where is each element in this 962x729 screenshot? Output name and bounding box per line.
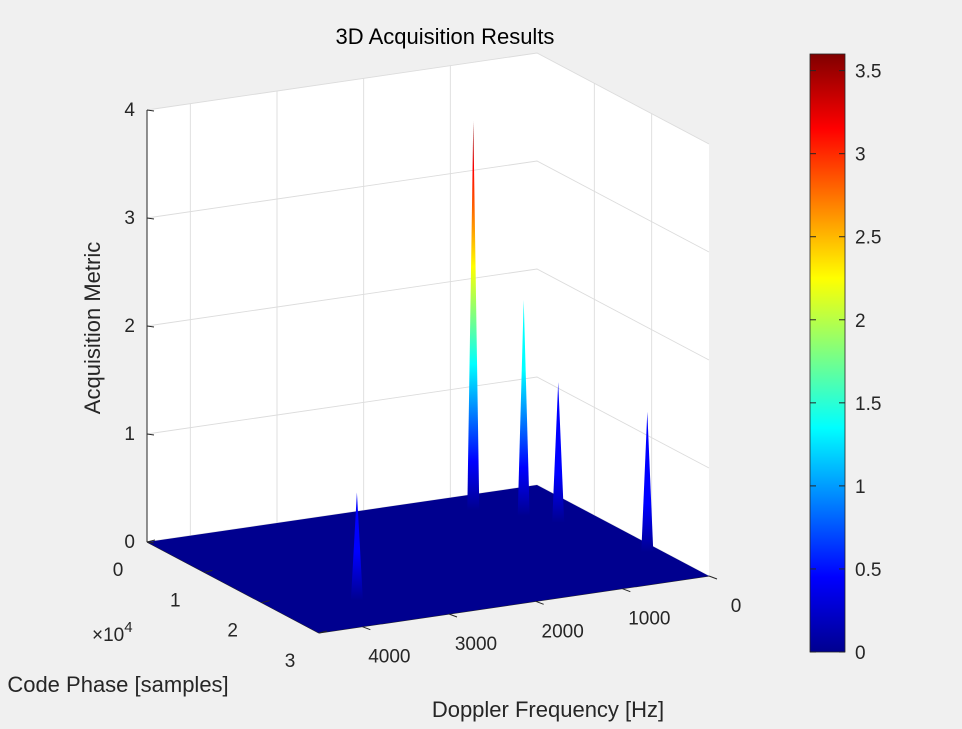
z-tick-mark [146, 325, 155, 328]
colorbar-tick-label: 2 [855, 311, 866, 332]
x-tick-mark [708, 575, 718, 580]
z-axis-label: Acquisition Metric [80, 242, 105, 414]
y-tick-label: 3 [285, 651, 296, 672]
colorbar: 0 0.5 1 1.5 2 2.5 3 3.5 [809, 53, 881, 664]
y-axis-exponent-power: 4 [124, 619, 132, 636]
grid-lines [146, 52, 710, 577]
z-axis-ticks: 0 1 2 3 4 [124, 100, 155, 553]
x-tick-mark [448, 613, 458, 618]
chart-title: 3D Acquisition Results [336, 24, 555, 49]
peak [350, 492, 363, 601]
colorbar-tick-label: 3.5 [855, 62, 881, 83]
y-tick-mark [204, 569, 213, 573]
colorbar-tick-label: 2.5 [855, 228, 881, 249]
x-tick-mark [622, 588, 631, 593]
y-tick-label: 0 [113, 560, 124, 581]
colorbar-tick-label: 1.5 [855, 394, 881, 415]
y-tick-label: 1 [170, 590, 181, 611]
x-tick-label: 3000 [455, 634, 497, 655]
x-tick-mark [535, 600, 544, 605]
z-tick-mark [146, 109, 155, 112]
peak [467, 121, 480, 510]
x-axis-label: Doppler Frequency [Hz] [432, 697, 664, 722]
axes-3d: 0 1 2 3 4 0 1 2 3 0 1000 2000 3000 4000 [113, 52, 742, 672]
x-tick-label: 1000 [628, 609, 670, 630]
x-tick-label: 4000 [368, 647, 410, 668]
colorbar-tick-label: 3 [855, 145, 866, 166]
y-axis-exponent-base: ×10 [92, 625, 124, 646]
x-axis-ticks: 0 1000 2000 3000 4000 [362, 575, 742, 668]
y-axis-label: Code Phase [samples] [7, 672, 228, 697]
z-tick-label: 3 [124, 208, 135, 229]
z-tick-mark [146, 217, 155, 220]
z-tick-mark [146, 433, 155, 436]
y-tick-mark [318, 630, 328, 634]
y-tick-label: 2 [227, 621, 238, 642]
colorbar-gradient [809, 53, 846, 653]
z-tick-label: 4 [124, 100, 135, 121]
z-tick-label: 0 [124, 532, 135, 553]
colorbar-tick-label: 0 [855, 643, 866, 664]
x-tick-label: 0 [731, 596, 742, 617]
x-tick-label: 2000 [542, 621, 584, 642]
x-tick-mark [362, 626, 371, 631]
y-tick-mark [146, 539, 156, 543]
surface-floor [147, 485, 709, 633]
z-tick-label: 1 [124, 424, 135, 445]
y-axis-exponent: ×104 [92, 619, 133, 646]
colorbar-tick-label: 0.5 [855, 560, 881, 581]
colorbar-ticks: 0 0.5 1 1.5 2 2.5 3 3.5 [810, 62, 881, 664]
y-tick-mark [261, 600, 270, 604]
z-tick-label: 2 [124, 316, 135, 337]
peak [517, 300, 530, 516]
colorbar-tick-label: 1 [855, 477, 866, 498]
peak [552, 382, 565, 523]
surface-peaks [350, 121, 654, 601]
y-axis-ticks: 0 1 2 3 [113, 539, 328, 672]
peak [641, 411, 654, 553]
